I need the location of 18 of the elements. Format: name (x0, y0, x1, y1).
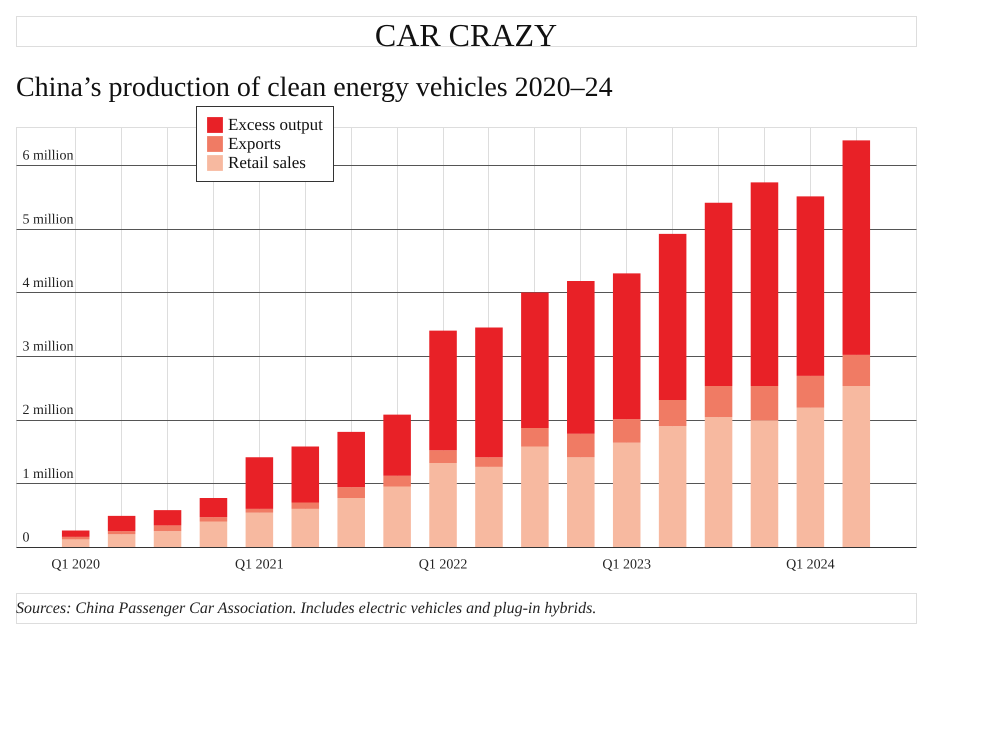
source-note: Sources: China Passenger Car Association. Includes electric vehicles and plug-in hybrids. (16, 600, 596, 617)
y-tick-label: 5 million (22, 212, 74, 228)
legend-label: Retail sales (228, 153, 306, 172)
y-tick-label: 6 million (22, 148, 74, 164)
x-tick-label: Q1 2020 (51, 558, 100, 572)
x-tick-label: Q1 2023 (602, 558, 652, 572)
y-tick-label: 3 million (22, 340, 74, 355)
chart-subtitle: China’s production of clean energy vehicles 2020–24 (16, 72, 613, 103)
x-tick-label: Q1 2022 (418, 558, 468, 572)
x-tick-label: Q1 2021 (235, 558, 284, 572)
y-tick-label: 1 million (22, 466, 74, 482)
legend-label: Excess output (228, 115, 324, 134)
chart-title: CAR CRAZY (374, 17, 558, 53)
y-tick-label: 2 million (22, 403, 74, 418)
y-tick-label: 4 million (22, 276, 74, 291)
y-tick-label: 0 (22, 530, 30, 546)
x-tick-label: Q1 2024 (786, 558, 835, 572)
legend-label: Exports (228, 134, 281, 153)
